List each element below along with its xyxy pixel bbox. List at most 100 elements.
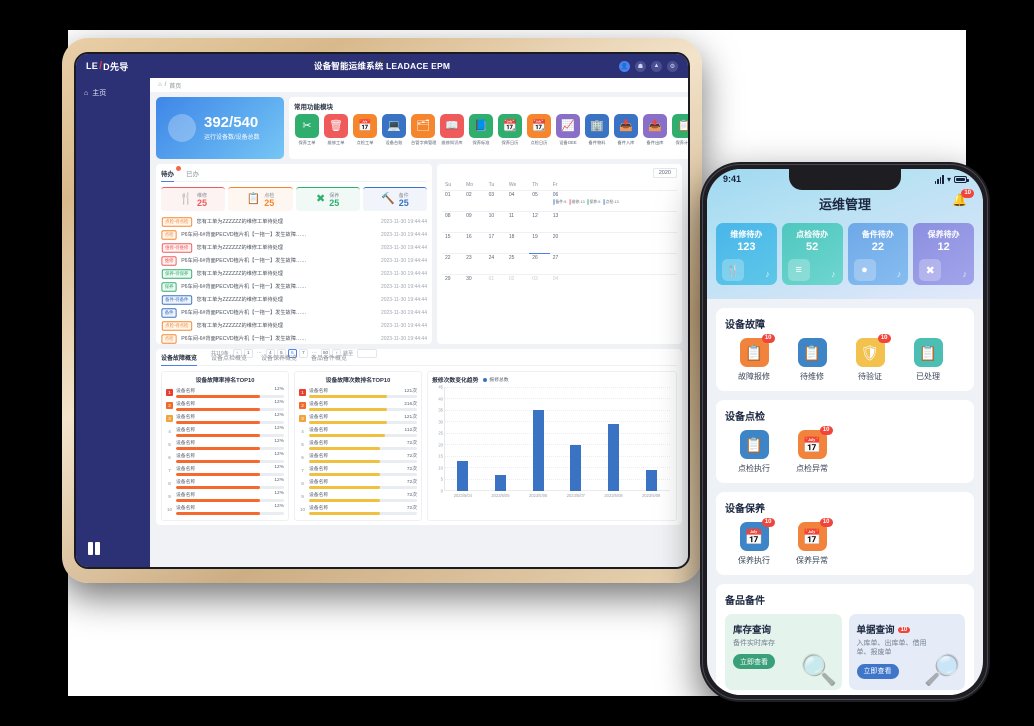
calendar-day[interactable]: 04 xyxy=(549,274,677,296)
bar-column[interactable] xyxy=(482,387,520,491)
page-4[interactable]: 4 xyxy=(265,349,275,358)
todo-tab-0[interactable]: 待办 xyxy=(161,166,181,182)
calendar-day[interactable]: 01 xyxy=(442,190,464,212)
module-13[interactable]: 📋 保养计划 xyxy=(671,114,688,146)
calendar-day[interactable]: 27 xyxy=(549,253,677,275)
user-icon[interactable]: 👤 xyxy=(619,60,630,72)
calendar-day[interactable]: 03 xyxy=(529,274,550,296)
page-next[interactable]: › xyxy=(332,349,342,358)
todo-row[interactable]: 点检-待点检 您有工单为ZZZZZZ的维修工单待处理 2023-11-30 19:4… xyxy=(161,215,427,228)
overview-tab-2[interactable]: 设备保养概览 xyxy=(261,356,298,362)
phone-item-2-0[interactable]: 📅 10 保养执行 xyxy=(725,518,783,566)
calendar-day[interactable]: 29 xyxy=(442,274,464,296)
todo-row[interactable]: 点检-待点检 您有工单为ZZZZZZ的维修工单待处理 2023-11-30 19:4… xyxy=(161,319,427,332)
todo-row[interactable]: 点检 P6车间-6#背面PECVD植片机【一拖一】发生故障…… 2023-11-30… xyxy=(161,228,427,241)
module-4[interactable]: 🗂 台管字典管理 xyxy=(410,114,436,146)
bar-column[interactable] xyxy=(632,387,670,491)
bar-column[interactable] xyxy=(557,387,595,491)
calendar-day[interactable]: 02 xyxy=(505,274,530,296)
todo-row[interactable]: 备件 P6车间-6#背面PECVD植片机【一拖一】发生故障…… 2023-11-30… xyxy=(161,306,427,319)
phone-item-2-1[interactable]: 📅 10 保养异常 xyxy=(783,518,841,566)
module-2[interactable]: 📅 点检工单 xyxy=(352,114,378,146)
page-prev[interactable]: ‹ xyxy=(232,349,242,358)
calendar-day[interactable]: 02 xyxy=(463,190,486,212)
overview-tab-0[interactable]: 设备故障概览 xyxy=(161,353,198,366)
module-8[interactable]: 📆 点检日历 xyxy=(526,114,552,146)
calendar-day[interactable]: 26 xyxy=(529,253,550,275)
bell-icon[interactable]: 🔔 10 xyxy=(952,189,974,207)
phone-item-0-0[interactable]: 📋 10 故障报修 xyxy=(725,334,783,382)
view-button[interactable]: 立即查看 xyxy=(733,654,775,670)
calendar-day[interactable]: 06 备件:5 维修:13 保养:5 点检:13 xyxy=(549,190,677,212)
todo-row[interactable]: 保养 P6车间-6#背面PECVD植片机【一拖一】发生故障…… 2023-11-30… xyxy=(161,280,427,293)
phone-summary-card-3[interactable]: 保养待办 12 ✖ ♪ xyxy=(913,223,974,285)
bar-column[interactable] xyxy=(444,387,482,491)
page-1[interactable]: 1 xyxy=(243,349,253,358)
calendar-day[interactable]: 03 xyxy=(485,190,506,212)
module-12[interactable]: 📤 备件出库 xyxy=(642,114,668,146)
phone-item-0-2[interactable]: 🛡 10 待验证 xyxy=(841,334,899,382)
home-icon[interactable]: ☗ xyxy=(635,60,646,72)
module-7[interactable]: 📆 保养日历 xyxy=(497,114,523,146)
todo-row[interactable]: 维修 P6车间-6#背面PECVD植片机【一拖一】发生故障…… 2023-11-30… xyxy=(161,254,427,267)
todo-tab-1[interactable]: 已办 xyxy=(186,171,199,178)
phone-summary-card-1[interactable]: 点检待办 52 ≡ ♪ xyxy=(781,223,843,285)
stat-card-1[interactable]: 📋 点检 25 xyxy=(228,187,293,211)
calendar-day[interactable]: 08 xyxy=(442,211,464,233)
page-50[interactable]: 50 xyxy=(320,349,331,358)
phone-summary-card-2[interactable]: 备件待办 22 ● ♪ xyxy=(847,223,909,285)
todo-row[interactable]: 点检 P6车间-6#背面PECVD植片机【一拖一】发生故障…… 2023-11-30… xyxy=(161,332,427,345)
calendar-day[interactable]: 24 xyxy=(485,253,506,275)
calendar-day[interactable]: 25 xyxy=(505,253,530,275)
page-ellipsis[interactable]: ··· xyxy=(309,349,319,358)
calendar-day[interactable]: 18 xyxy=(505,232,530,254)
page-ellipsis[interactable]: ··· xyxy=(254,349,264,358)
phone-item-0-3[interactable]: 📋 已处理 xyxy=(899,338,957,382)
module-9[interactable]: 📈 设备OEE xyxy=(555,114,581,146)
todo-row[interactable]: 保养-待保养 您有工单为ZZZZZZ的维修工单待处理 2023-11-30 19:4… xyxy=(161,267,427,280)
phone-summary-card-0[interactable]: 维修待办 123 🍴 ♪ xyxy=(716,223,777,285)
module-5[interactable]: 📖 维修知识库 xyxy=(439,114,465,146)
page-7[interactable]: 7 xyxy=(298,349,308,358)
todo-row[interactable]: 备件-待备件 您有工单为ZZZZZZ的维修工单待处理 2023-11-30 19:4… xyxy=(161,293,427,306)
bar-column[interactable] xyxy=(595,387,633,491)
calendar-day[interactable]: 09 xyxy=(463,211,486,233)
bar-column[interactable] xyxy=(519,387,557,491)
todo-row[interactable]: 维修-待维修 您有工单为ZZZZZZ的维修工单待处理 2023-11-30 19:4… xyxy=(161,241,427,254)
view-button[interactable]: 立即查看 xyxy=(856,663,899,679)
calendar-day[interactable]: 22 xyxy=(442,253,464,275)
module-11[interactable]: 📥 备件入库 xyxy=(613,114,639,146)
gear-icon[interactable]: ⚙ xyxy=(667,60,678,72)
calendar-day[interactable]: 12 xyxy=(529,211,550,233)
module-3[interactable]: 💻 设备台账 xyxy=(381,114,407,146)
module-10[interactable]: 🏢 备件物料 xyxy=(584,114,610,146)
calendar-day[interactable]: 17 xyxy=(485,232,506,254)
stat-card-0[interactable]: 🍴 维修 25 xyxy=(161,187,226,211)
calendar-day[interactable]: 15 xyxy=(442,232,464,254)
page-6[interactable]: 6 xyxy=(287,349,297,358)
module-0[interactable]: ✂ 保养工单 xyxy=(294,114,320,146)
spares-documents-card[interactable]: 单据查询 10 入库单、出库单、借用单、报废单 立即查看 🔎 xyxy=(848,614,965,690)
calendar-day[interactable]: 23 xyxy=(463,253,486,275)
calendar-day[interactable]: 10 xyxy=(485,211,506,233)
overview-tab-3[interactable]: 备品备件概览 xyxy=(311,356,348,362)
calendar-day[interactable]: 20 xyxy=(549,232,677,254)
calendar-day[interactable]: 30 xyxy=(463,274,486,296)
phone-item-0-1[interactable]: 📋 待维修 xyxy=(783,338,841,382)
phone-item-1-1[interactable]: 📅 10 点检异常 xyxy=(783,426,841,474)
calendar-day[interactable]: 19 xyxy=(529,232,550,254)
calendar-day[interactable]: 13 xyxy=(549,211,677,233)
page-5[interactable]: 5 xyxy=(276,349,286,358)
stat-card-3[interactable]: 🔨 备件 25 xyxy=(362,187,427,211)
calendar-day[interactable]: 16 xyxy=(463,232,486,254)
phone-scroll-area[interactable]: 设备故障 📋 10 故障报修 📋 待维修 🛡 10 待验证 📋 已处理 设备点检 📋 点检执行 📅 10 点检异… xyxy=(707,308,983,695)
bell-icon[interactable]: ▲ xyxy=(651,60,662,72)
spares-stock-card[interactable]: 库存查询 备件实时库存 立即查看 🔍 xyxy=(725,614,842,690)
calendar-day[interactable]: 04 xyxy=(505,190,530,212)
phone-item-1-0[interactable]: 📋 点检执行 xyxy=(725,430,783,474)
calendar-day[interactable]: 05 xyxy=(529,190,550,212)
sidebar-item-home[interactable]: ⌂ 主页 xyxy=(76,84,150,102)
stat-card-2[interactable]: ✖ 保养 25 xyxy=(295,187,360,211)
jump-input[interactable] xyxy=(357,349,378,358)
calendar-day[interactable]: 01 xyxy=(485,274,506,296)
